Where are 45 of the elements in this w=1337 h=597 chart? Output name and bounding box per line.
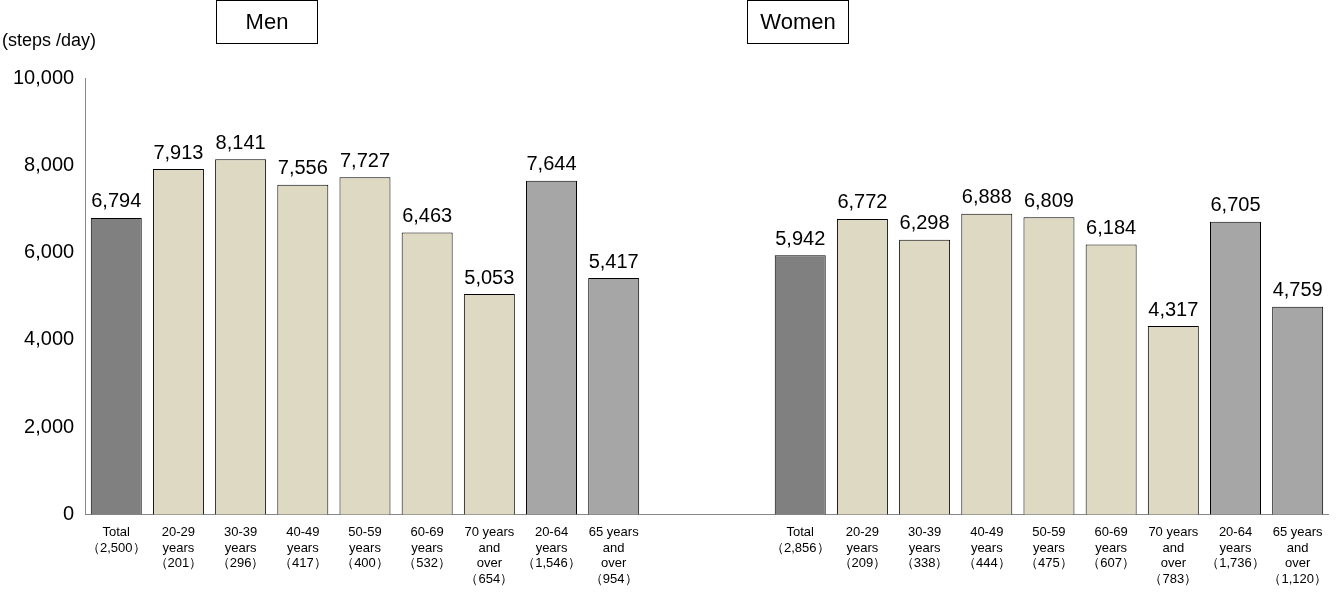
data-label: 6,705 — [1210, 193, 1261, 216]
x-tick-label: 65 years and over （1,120） — [1268, 523, 1327, 586]
data-label: 7,727 — [339, 148, 391, 171]
data-label: 5,417 — [588, 249, 639, 272]
x-tick-label: 70 years and over （783） — [1148, 523, 1199, 586]
x-tick-label: 30-39 years （296） — [216, 523, 265, 571]
x-tick-label: 60-69 years （532） — [403, 523, 452, 571]
x-tick-label: 60-69 years （607） — [1087, 523, 1135, 571]
data-label: 6,772 — [837, 190, 888, 213]
y-tick-label: 8,000 — [24, 152, 75, 175]
y-tick-label: 2,000 — [24, 414, 75, 437]
x-tick-label: 20-64 years （1,546） — [522, 523, 581, 571]
x-tick-label: 65 years and over （954） — [588, 523, 640, 586]
x-tick-label: Total （2,500） — [86, 523, 146, 555]
data-label: 6,298 — [899, 211, 950, 234]
x-tick-label: 40-49 years （444） — [962, 523, 1011, 571]
x-tick-label: 20-64 years （1,736） — [1206, 523, 1265, 571]
x-tick-label: 40-49 years （417） — [278, 523, 327, 571]
data-label: 4,759 — [1272, 278, 1323, 301]
text: Women — [747, 0, 849, 44]
text: Men — [216, 0, 318, 44]
data-label: 6,809 — [1023, 188, 1074, 211]
y-tick-label: 6,000 — [24, 240, 75, 263]
data-label: 5,942 — [775, 226, 826, 249]
data-label: 5,053 — [464, 265, 515, 288]
data-label: 6,463 — [402, 203, 453, 226]
y-tick-label: 4,000 — [24, 327, 75, 350]
data-label: 6,888 — [961, 185, 1012, 208]
x-tick-label: 30-39 years （338） — [900, 523, 949, 571]
y-axis-title: (steps /day) — [2, 30, 97, 51]
x-tick-label: 50-59 years （400） — [341, 523, 389, 571]
x-tick-label: 50-59 years （475） — [1025, 523, 1073, 571]
x-tick-label: 70 years and over （654） — [464, 523, 515, 586]
data-label: 7,556 — [277, 156, 328, 179]
data-label: 4,317 — [1148, 297, 1199, 320]
x-tick-label: 20-29 years （209） — [838, 523, 887, 571]
y-tick-label: 0 — [63, 502, 75, 525]
data-label: 8,141 — [215, 130, 266, 153]
data-label: 6,794 — [91, 189, 142, 212]
y-tick-label: 10,000 — [13, 65, 75, 88]
x-tick-label: 20-29 years （201） — [154, 523, 203, 571]
data-label: 6,184 — [1086, 216, 1137, 239]
data-label: 7,913 — [153, 140, 204, 163]
data-label: 7,644 — [526, 152, 577, 175]
x-tick-label: Total （2,856） — [770, 523, 830, 555]
